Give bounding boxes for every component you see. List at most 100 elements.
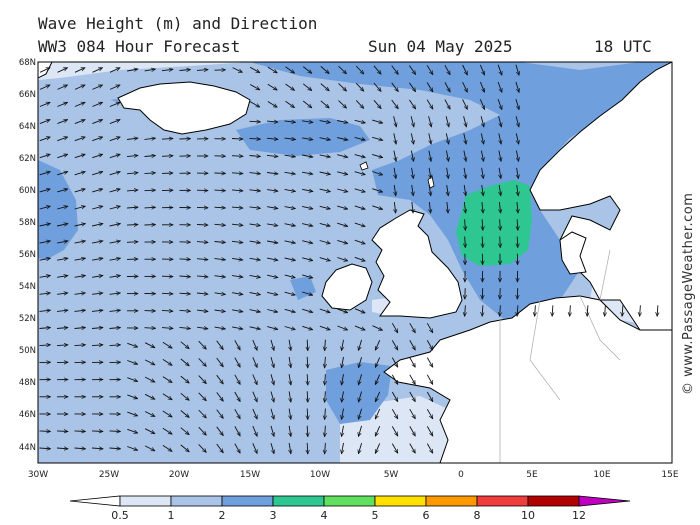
wave-arrow — [127, 69, 138, 71]
wave-arrow — [57, 172, 68, 176]
wave-arrow — [249, 173, 261, 174]
wave-arrow — [497, 64, 502, 75]
scandinavia — [529, 62, 672, 463]
wave-arrow — [57, 293, 68, 294]
wave-arrow — [355, 82, 364, 91]
wave-arrow — [198, 444, 207, 452]
wave-arrow — [216, 409, 224, 419]
wave-arrow — [196, 310, 208, 311]
legend-label: 10 — [521, 509, 535, 522]
wave-arrow — [180, 341, 189, 349]
wave-arrow — [74, 241, 86, 243]
wave-arrow — [429, 184, 431, 196]
legend-swatch — [119, 495, 172, 507]
wave-arrow — [109, 102, 120, 107]
wave-arrow — [354, 188, 366, 192]
wave-arrow — [325, 442, 326, 454]
wave-arrow — [342, 391, 344, 402]
wave-arrow — [342, 425, 344, 437]
wave-arrow — [57, 276, 68, 278]
wave-arrow — [216, 357, 224, 367]
wave-arrow — [429, 202, 430, 213]
wave-arrow — [479, 64, 484, 75]
wave-arrow — [284, 326, 296, 330]
wave-arrow — [231, 139, 243, 140]
legend-label: 0.5 — [111, 509, 129, 522]
wave-arrow — [289, 442, 291, 454]
wave-arrow — [127, 446, 137, 451]
wave-arrow — [446, 150, 448, 162]
wave-arrow — [57, 102, 67, 107]
wave-arrow — [144, 156, 156, 157]
wave-arrow — [499, 202, 500, 213]
wave-arrow — [126, 155, 138, 156]
wave-arrow — [92, 67, 103, 73]
legend-label: 1 — [168, 509, 175, 522]
wave-arrow — [500, 305, 501, 316]
wave-arrow — [481, 133, 483, 144]
wave-arrow — [92, 137, 102, 142]
wave-arrow — [412, 167, 414, 179]
wave-arrow — [358, 425, 363, 437]
wave-arrow — [325, 374, 326, 385]
wave-arrow — [267, 224, 278, 226]
wave-arrow — [56, 448, 68, 449]
lat-label: 66N — [19, 90, 36, 100]
wave-arrow — [39, 172, 51, 176]
wave-arrow — [319, 205, 331, 209]
wave-arrow — [144, 428, 155, 435]
wave-arrow — [252, 443, 258, 453]
rough-area-west — [38, 160, 78, 260]
wave-arrow — [284, 189, 296, 191]
wave-arrow — [447, 184, 449, 196]
wave-arrow — [605, 305, 606, 316]
high-wave-area — [456, 180, 532, 266]
wave-arrow — [284, 172, 296, 174]
wave-arrow — [252, 425, 258, 436]
wave-arrow — [92, 206, 103, 210]
wave-arrow — [391, 340, 398, 350]
wave-arrow — [445, 116, 449, 127]
wave-arrow — [354, 205, 365, 209]
wave-arrow — [289, 425, 291, 437]
wave-arrow — [74, 293, 86, 294]
wave-arrow — [426, 340, 433, 350]
wave-arrow — [411, 133, 413, 144]
wave-arrow — [234, 340, 240, 350]
wave-arrow — [517, 202, 518, 213]
wave-arrow — [354, 154, 366, 158]
wave-arrow — [57, 258, 68, 260]
wave-arrow — [409, 65, 415, 75]
wave-arrow — [358, 356, 363, 368]
wave-arrow — [358, 408, 363, 420]
wave-arrow — [289, 391, 291, 402]
wave-arrow — [161, 293, 173, 294]
wave-arrow — [180, 410, 189, 418]
wave-arrow — [144, 328, 156, 329]
wave-arrow — [144, 173, 156, 174]
lon-label: 0 — [458, 470, 464, 480]
wave-arrow — [374, 443, 381, 453]
wave-arrow — [214, 310, 226, 312]
wave-arrow — [426, 443, 433, 454]
credit-text: © www.PassageWeather.com — [681, 192, 696, 395]
wave-arrow — [126, 173, 138, 174]
forecast-label: WW3 084 Hour Forecast — [38, 37, 241, 56]
wave-arrow — [320, 100, 329, 108]
wave-arrow — [109, 120, 120, 125]
wave-arrow — [57, 224, 68, 226]
wave-arrow — [249, 156, 261, 157]
wave-arrow — [180, 392, 189, 400]
wave-arrow — [162, 445, 172, 451]
wave-arrow — [462, 99, 468, 109]
lat-label: 50N — [19, 346, 36, 356]
wave-arrow — [267, 258, 278, 260]
wave-arrow — [394, 167, 396, 179]
wave-arrow — [374, 357, 381, 367]
wave-arrow — [56, 328, 68, 329]
wave-arrow — [285, 66, 295, 73]
wave-arrow — [497, 81, 502, 92]
wave-arrow — [109, 84, 120, 90]
wave-arrow — [161, 156, 173, 157]
